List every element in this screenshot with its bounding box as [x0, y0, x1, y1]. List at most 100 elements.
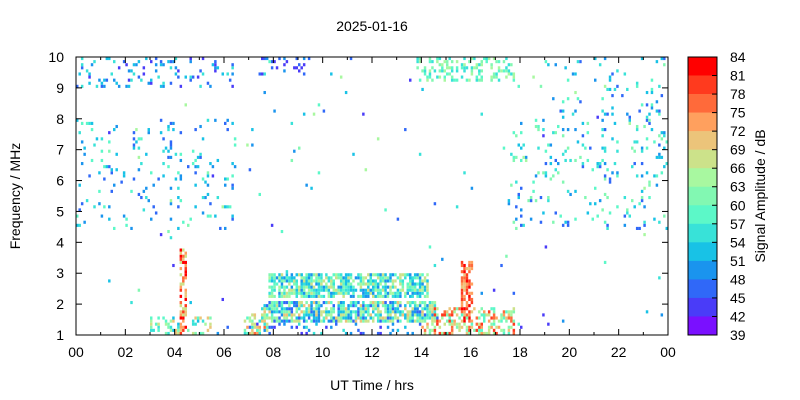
heatmap-cell [201, 331, 205, 336]
heatmap-cell [78, 223, 81, 227]
heatmap-cell [603, 220, 607, 224]
heatmap-cell [473, 66, 476, 70]
heatmap-cell [179, 177, 183, 181]
heatmap-cell [359, 273, 363, 277]
heatmap-cell [288, 294, 291, 298]
heatmap-cell [268, 273, 271, 277]
heatmap-cell [130, 189, 133, 193]
heatmap-cell [475, 75, 479, 79]
heatmap-cell [574, 217, 577, 221]
heatmap-cell [362, 304, 365, 308]
heatmap-cell [626, 87, 629, 91]
heatmap-cell [376, 316, 380, 320]
heatmap-cell [401, 273, 405, 277]
heatmap-cell [312, 307, 316, 311]
heatmap-cell [598, 63, 602, 67]
heatmap-cell [327, 301, 331, 305]
heatmap-cell [179, 254, 183, 258]
heatmap-cell [495, 75, 498, 79]
heatmap-cell [132, 143, 136, 147]
heatmap-cell [389, 276, 392, 280]
heatmap-cell [470, 325, 474, 329]
heatmap-cell [367, 304, 370, 308]
colorbar-bin [688, 57, 717, 76]
heatmap-cell [586, 211, 590, 215]
heatmap-cell [295, 291, 298, 295]
heatmap-cell [246, 143, 249, 147]
heatmap-cell [184, 273, 187, 277]
heatmap-cell [305, 291, 308, 295]
heatmap-cell [520, 208, 523, 212]
heatmap-cell [658, 276, 661, 280]
heatmap-cell [325, 273, 328, 277]
heatmap-cell [298, 322, 301, 326]
heatmap-cell [490, 307, 493, 311]
heatmap-cell [631, 146, 634, 150]
heatmap-cell [455, 325, 459, 329]
heatmap-cell [421, 279, 424, 283]
heatmap-cell [658, 109, 661, 113]
heatmap-cell [564, 158, 567, 163]
heatmap-cell [263, 328, 266, 332]
heatmap-cell [339, 276, 343, 280]
heatmap-cell [310, 288, 313, 292]
colorbar-label: Signal Amplitude / dB [752, 129, 768, 262]
heatmap-cell [418, 60, 422, 64]
heatmap-cell [278, 273, 281, 277]
heatmap-cell [182, 282, 185, 286]
heatmap-cell [441, 69, 444, 73]
heatmap-cell [332, 279, 335, 283]
heatmap-cell [645, 115, 649, 119]
heatmap-cell [515, 155, 518, 159]
heatmap-cell [307, 304, 311, 308]
heatmap-cell [179, 304, 183, 308]
heatmap-cell [214, 214, 217, 218]
heatmap-cell [85, 199, 89, 203]
heatmap-cell [401, 279, 405, 283]
heatmap-cell [470, 297, 474, 302]
heatmap-cell [367, 307, 370, 311]
heatmap-cell [463, 285, 466, 289]
heatmap-cell [426, 316, 429, 320]
heatmap-cell [265, 325, 269, 329]
heatmap-cell [317, 291, 321, 295]
heatmap-cell [450, 313, 454, 317]
heatmap-cell [399, 291, 402, 295]
heatmap-cell [438, 75, 442, 79]
heatmap-cell [443, 69, 446, 73]
heatmap-cell [648, 121, 651, 125]
heatmap-cell [347, 319, 350, 323]
heatmap-cell [510, 63, 513, 67]
heatmap-cell [376, 294, 380, 298]
heatmap-cell [339, 316, 343, 320]
heatmap-cell [263, 304, 266, 308]
heatmap-cell [320, 313, 323, 317]
heatmap-cell [142, 72, 146, 76]
heatmap-cell [307, 310, 311, 314]
heatmap-cell [337, 288, 340, 292]
heatmap-cell [214, 63, 217, 67]
heatmap-cell [332, 285, 335, 289]
heatmap-cell [645, 103, 649, 107]
heatmap-cell [157, 325, 160, 329]
heatmap-cell [497, 319, 501, 323]
heatmap-cell [98, 202, 101, 206]
heatmap-cell [362, 319, 365, 323]
heatmap-cell [349, 319, 353, 323]
heatmap-cell [438, 331, 442, 336]
heatmap-cell [421, 87, 424, 91]
heatmap-cell [305, 301, 308, 305]
heatmap-cell [275, 316, 279, 320]
heatmap-cell [386, 285, 390, 289]
heatmap-cell [332, 291, 335, 295]
heatmap-cell [283, 288, 286, 292]
heatmap-cell [379, 276, 382, 280]
heatmap-cell [167, 229, 170, 234]
heatmap-cell [374, 313, 377, 317]
heatmap-cell [376, 319, 380, 323]
heatmap-cell [510, 325, 513, 329]
heatmap-cell [660, 155, 664, 159]
heatmap-cell [423, 276, 427, 280]
